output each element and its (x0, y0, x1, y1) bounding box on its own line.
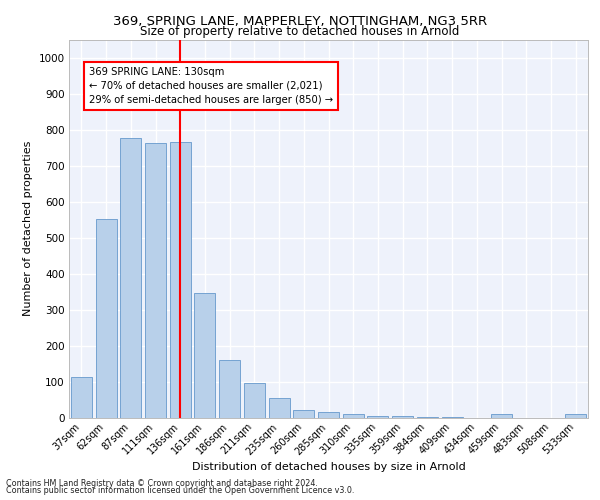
Bar (318, 412, 339, 418)
Bar (170, 142, 191, 418)
Text: 369 SPRING LANE: 130sqm
← 70% of detached houses are smaller (2,021)
29% of semi: 369 SPRING LANE: 130sqm ← 70% of detache… (89, 67, 333, 105)
Text: Contains public sector information licensed under the Open Government Licence v3: Contains public sector information licen… (6, 486, 355, 495)
Bar (343, 414, 364, 418)
Bar (491, 414, 512, 418)
Bar (565, 414, 586, 418)
Bar (269, 398, 290, 417)
Text: Contains HM Land Registry data © Crown copyright and database right 2024.: Contains HM Land Registry data © Crown c… (6, 478, 318, 488)
Bar (293, 410, 314, 418)
Bar (244, 382, 265, 418)
Bar (120, 138, 141, 417)
Y-axis label: Number of detached properties: Number of detached properties (23, 141, 33, 316)
Bar (71, 377, 92, 418)
Bar (392, 416, 413, 418)
Text: Size of property relative to detached houses in Arnold: Size of property relative to detached ho… (140, 24, 460, 38)
Bar (145, 143, 166, 417)
Bar (367, 416, 388, 418)
Bar (417, 417, 438, 418)
Bar (219, 360, 240, 418)
Text: 369, SPRING LANE, MAPPERLEY, NOTTINGHAM, NG3 5RR: 369, SPRING LANE, MAPPERLEY, NOTTINGHAM,… (113, 14, 487, 28)
Bar (194, 294, 215, 418)
Bar (95, 218, 116, 418)
X-axis label: Distribution of detached houses by size in Arnold: Distribution of detached houses by size … (191, 462, 466, 472)
